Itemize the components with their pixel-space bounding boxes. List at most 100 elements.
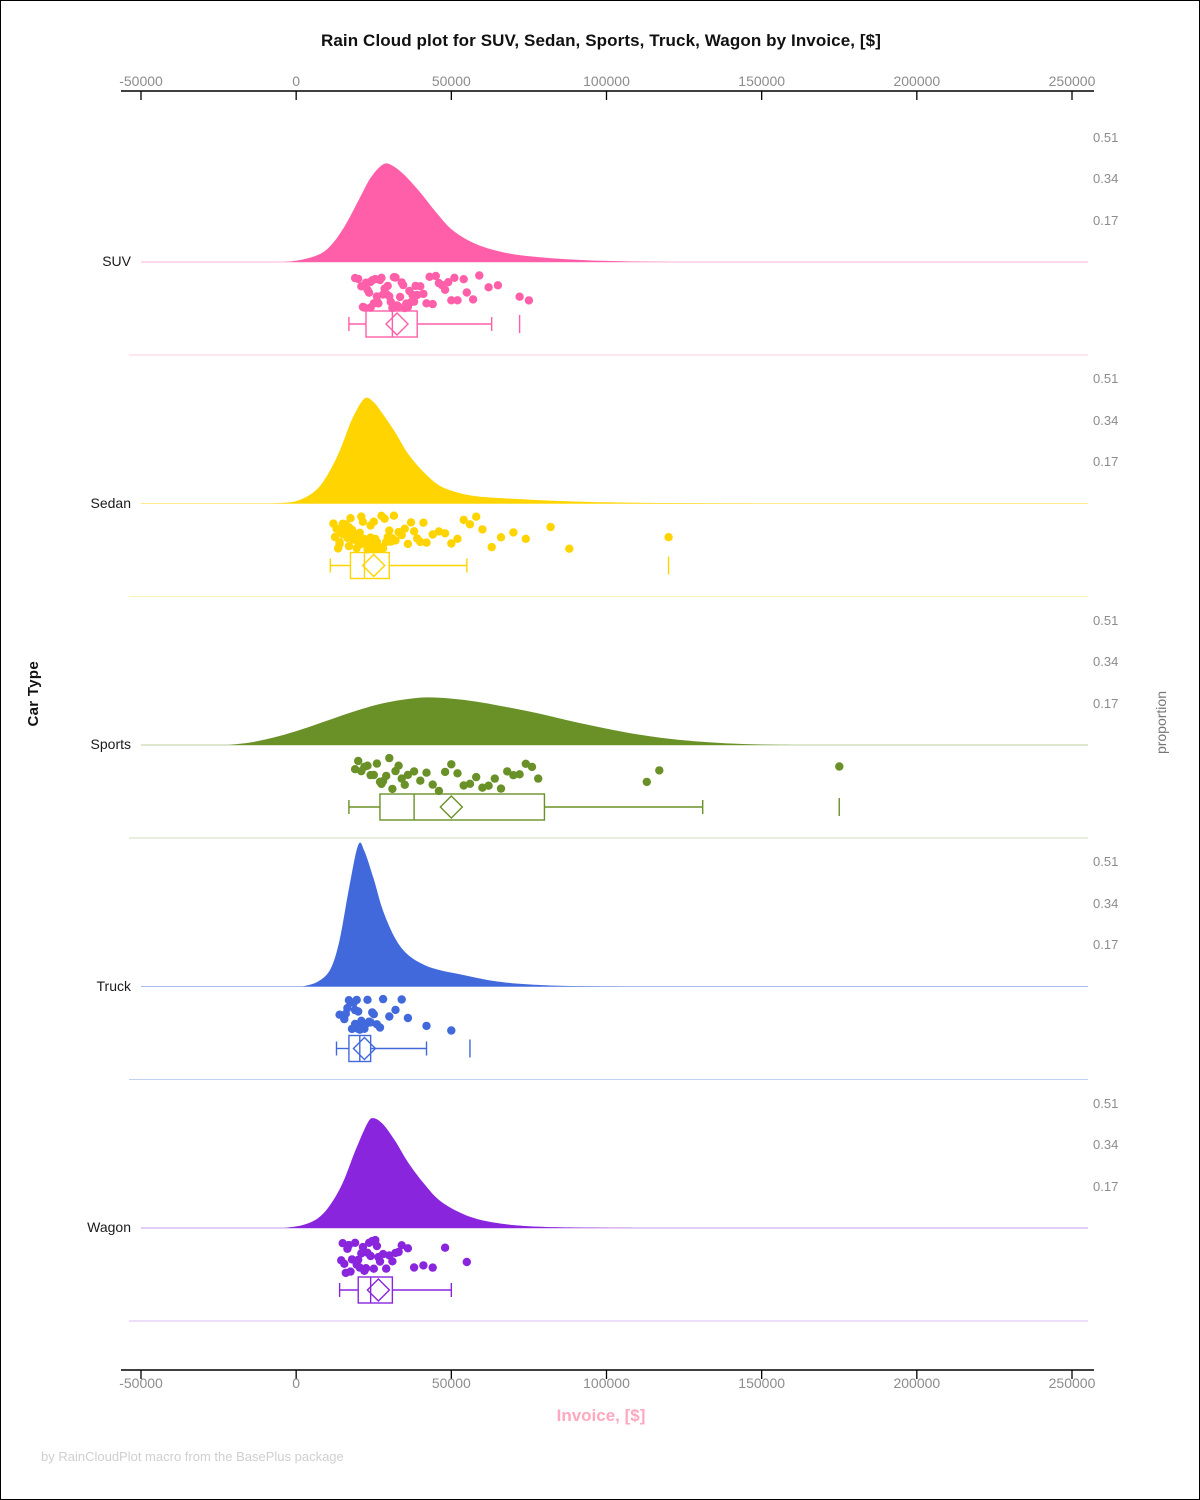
- rain-dot: [369, 1264, 378, 1273]
- rain-dot: [521, 534, 530, 543]
- box-iqr: [379, 793, 546, 821]
- box-plot-sedan: [329, 551, 670, 580]
- rain-dot: [400, 524, 409, 533]
- rain-dot: [428, 299, 437, 309]
- rain-dot: [509, 771, 518, 780]
- rain-dots-suv: [350, 271, 534, 313]
- rain-dot: [475, 271, 484, 280]
- rain-dot: [354, 1255, 363, 1265]
- rain-dots-sports: [350, 753, 844, 796]
- density-cloud-wagon: [283, 1118, 638, 1228]
- mean-diamond: [439, 795, 464, 819]
- box-iqr: [365, 310, 418, 338]
- rain-dot: [397, 530, 406, 540]
- category-label-sports: Sports: [90, 736, 131, 752]
- box-plot-sports: [348, 793, 840, 821]
- rain-dot: [462, 1257, 471, 1267]
- rain-dot: [422, 1021, 431, 1031]
- rain-dot: [664, 533, 673, 542]
- rain-dot: [397, 774, 406, 783]
- rain-dot: [389, 511, 399, 520]
- box-plot-truck: [335, 1034, 471, 1063]
- rain-dot: [462, 288, 471, 297]
- rain-dot: [472, 772, 481, 782]
- rain-dot: [360, 303, 369, 312]
- rain-dot: [364, 288, 374, 297]
- density-cloud-sedan: [271, 397, 762, 504]
- rain-dot: [496, 533, 506, 542]
- rain-dot: [416, 537, 425, 547]
- rain-dot: [409, 527, 419, 536]
- rain-dot: [395, 292, 405, 302]
- rain-dot: [453, 296, 462, 305]
- rain-dot: [363, 995, 372, 1004]
- rain-dot: [565, 544, 574, 553]
- rain-dot: [444, 278, 453, 287]
- rain-dot: [391, 1005, 400, 1015]
- rain-dot: [354, 1007, 363, 1016]
- x-axis-bottom-tick-label-1: 0: [292, 1375, 301, 1391]
- rain-dot: [366, 1251, 375, 1261]
- x-axis-bottom-tick-label-4: 150000: [738, 1375, 786, 1391]
- rain-dot: [450, 273, 459, 282]
- rain-dot: [409, 767, 419, 776]
- rain-dots-sedan: [329, 511, 673, 554]
- rain-dot: [372, 1241, 382, 1251]
- proportion-tick-label-truck-1: 0.34: [1093, 895, 1119, 911]
- rain-dot: [428, 1263, 437, 1272]
- x-axis-top-tick-label-4: 150000: [738, 73, 786, 89]
- rain-dot: [468, 295, 478, 304]
- rain-dot: [655, 766, 664, 775]
- rain-dot: [403, 539, 413, 549]
- page-title: Rain Cloud plot for SUV, Sedan, Sports, …: [321, 31, 881, 50]
- x-axis-bottom-tick-label-2: 50000: [431, 1375, 471, 1391]
- rain-dot: [403, 1013, 413, 1023]
- rain-dot: [388, 784, 397, 794]
- rain-dot: [465, 520, 475, 529]
- rain-dot: [378, 994, 388, 1004]
- rain-dot: [459, 515, 468, 525]
- rain-dot: [382, 1264, 391, 1273]
- rain-dot: [509, 528, 518, 537]
- rain-dot: [416, 776, 425, 785]
- category-label-wagon: Wagon: [87, 1219, 131, 1235]
- rain-dot: [352, 995, 361, 1005]
- rain-dot: [447, 1026, 456, 1035]
- rain-dot: [385, 753, 394, 763]
- rain-dot: [440, 285, 450, 294]
- rain-dot: [397, 995, 406, 1004]
- rain-dot: [484, 283, 493, 292]
- rain-dot: [419, 289, 428, 299]
- rain-dot: [394, 1247, 403, 1257]
- rain-dot: [431, 271, 440, 281]
- proportion-tick-label-wagon-0: 0.17: [1093, 1178, 1119, 1194]
- rain-dot: [400, 780, 409, 789]
- rain-dot: [440, 1243, 450, 1252]
- box-iqr: [357, 1276, 394, 1304]
- rain-dot: [354, 756, 363, 766]
- rain-dot: [422, 538, 431, 547]
- rain-dot: [527, 762, 537, 772]
- rain-dot: [363, 761, 372, 770]
- mean-diamond: [361, 553, 386, 578]
- rain-dot: [358, 1242, 368, 1252]
- rain-dot: [391, 536, 400, 545]
- rain-dot: [465, 779, 475, 788]
- rain-dot: [835, 762, 844, 771]
- rain-dot: [403, 1244, 413, 1253]
- proportion-tick-label-sports-2: 0.51: [1093, 612, 1119, 628]
- rain-dot: [369, 517, 378, 526]
- x-axis-top-tick-label-0: -50000: [119, 73, 163, 89]
- x-axis-top-tick-label-2: 50000: [431, 73, 471, 89]
- rain-dot: [487, 542, 496, 552]
- rain-dot: [385, 526, 394, 535]
- proportion-tick-label-sports-0: 0.17: [1093, 695, 1119, 711]
- rain-dot: [377, 273, 386, 282]
- rain-dot: [515, 770, 524, 779]
- x-axis-bottom-tick-label-0: -50000: [119, 1375, 163, 1391]
- proportion-tick-label-wagon-1: 0.34: [1093, 1137, 1119, 1153]
- rain-dot: [406, 518, 416, 527]
- proportion-tick-label-sedan-1: 0.34: [1093, 412, 1119, 428]
